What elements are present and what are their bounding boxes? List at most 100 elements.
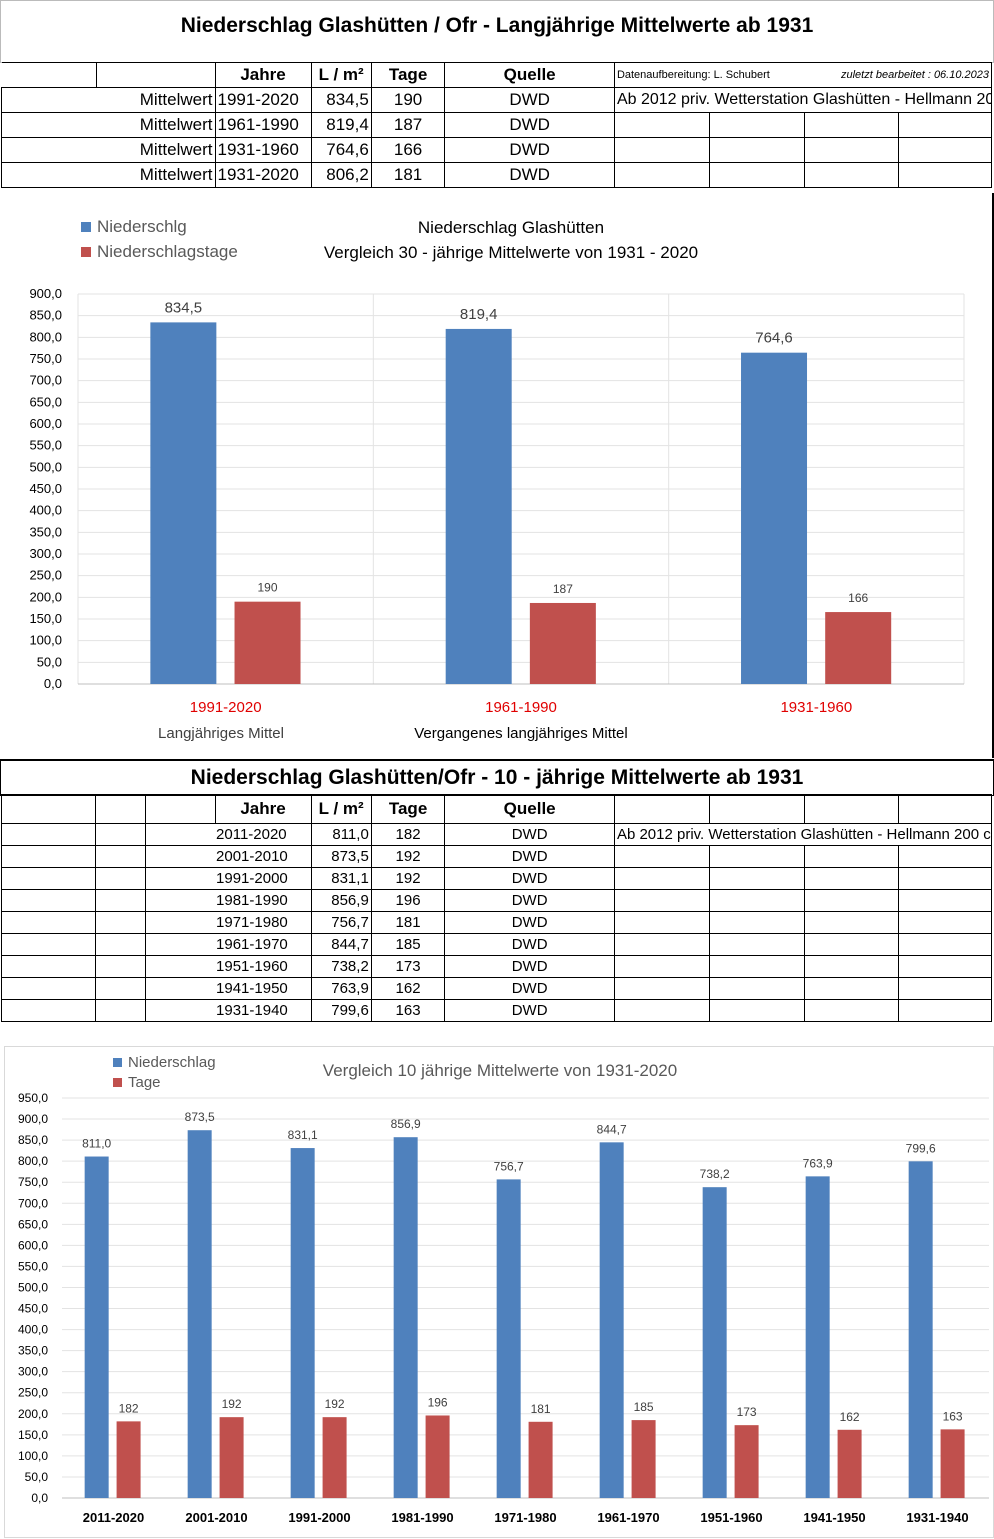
data-label-niederschlag: 811,0 [82,1137,111,1151]
row-tage: 196 [370,889,446,912]
data-label-niederschlag: 856,9 [391,1117,421,1131]
y-tick-label: 250,0 [18,1386,48,1400]
row-l-m2: 819,4 [310,112,372,138]
y-tick-label: 200,0 [18,1407,48,1421]
bar-niederschlag [805,1176,830,1498]
data-label-tage: 173 [737,1405,757,1419]
row-l-m2: 834,5 [310,87,372,113]
legend-label: Niederschlag [128,1054,216,1071]
data-label-niederschlag: 873,5 [185,1110,215,1124]
data-label-niederschlag: 844,7 [597,1122,627,1136]
y-tick-label: 50,0 [37,654,62,669]
x-category-label: 1971-1980 [494,1510,556,1525]
table-row: 1931-1940 799,6 163 DWD [1,999,993,1022]
bar-niederschlag [599,1142,624,1498]
row-tage: 181 [370,162,446,188]
table-row: 1991-2000 831,1 192 DWD [1,867,993,890]
header-l-m2: L / m² [310,794,372,824]
y-tick-label: 650,0 [18,1217,48,1231]
y-tick-label: 850,0 [18,1133,48,1147]
chart-title: Vergleich 10 jährige Mittelwerte von 193… [322,1061,678,1080]
data-label-niederschlag: 799,6 [906,1141,936,1155]
y-tick-label: 300,0 [29,546,62,561]
row-l-m2: 764,6 [310,137,372,163]
data-label-tage: 182 [119,1401,139,1415]
table-row: Mittelwert 1931-2020 806,2 181 DWD [1,162,993,188]
legend-label: Tage [128,1074,161,1091]
table-header-row: Jahre L / m² Tage Quelle [1,794,993,824]
x-category-label: 1951-1960 [700,1510,762,1525]
x-category-label: 1991-2020 [190,699,262,716]
y-tick-label: 500,0 [29,459,62,474]
y-tick-label: 0,0 [44,676,62,691]
row-tage: 166 [370,137,446,163]
y-tick-label: 400,0 [18,1323,48,1337]
credit-text: Datenaufbereitung: L. Schubert [613,62,805,88]
data-label-tage: 181 [531,1402,551,1416]
y-tick-label: 50,0 [25,1470,49,1484]
table-row: Mittelwert 1961-1990 819,4 187 DWD [1,112,993,138]
row-quelle: DWD [444,999,615,1022]
data-label-tage: 162 [840,1410,860,1424]
y-tick-label: 900,0 [29,286,62,301]
row-label: Mittelwert [96,87,216,113]
source-note: Ab 2012 priv. Wetterstation Glashütten -… [613,823,993,846]
row-jahre: 1971-1980 [145,911,312,934]
x-category-label: 1931-1960 [780,699,852,716]
bar-niederschlag [702,1187,727,1498]
data-label-tage: 187 [553,582,573,596]
bar-tage [116,1421,141,1498]
row-quelle: DWD [444,823,615,846]
row-quelle: DWD [444,889,615,912]
legend-label: Niederschlg [97,217,187,236]
legend-swatch-red [81,247,91,257]
y-tick-label: 300,0 [18,1365,48,1379]
y-tick-label: 150,0 [29,611,62,626]
row-quelle: DWD [444,137,615,163]
bar-tage [734,1425,759,1498]
table-row: 1951-1960 738,2 173 DWD [1,955,993,978]
bar-tage [631,1420,656,1498]
data-label-niederschlag: 834,5 [165,299,203,316]
data-label-tage: 192 [325,1397,345,1411]
header-jahre: Jahre [214,62,312,88]
y-tick-label: 400,0 [29,503,62,518]
row-tage: 192 [370,845,446,868]
data-label-niederschlag: 764,6 [755,330,793,347]
row-quelle: DWD [444,87,615,113]
header-tage: Tage [370,794,446,824]
y-tick-label: 200,0 [29,589,62,604]
y-tick-label: 350,0 [18,1344,48,1358]
data-label-tage: 185 [634,1400,654,1414]
bar-niederschlag [393,1137,418,1498]
bar-tage [425,1415,450,1498]
legend-item-niederschlag: Niederschlg [81,217,187,237]
row-l-m2: 844,7 [310,933,372,956]
chart-title: Niederschlag Glashütten [417,218,605,237]
row-tage: 173 [370,955,446,978]
table-row: 1981-1990 856,9 196 DWD [1,889,993,912]
bar-niederschlag [290,1148,315,1498]
legend-swatch-red [113,1078,122,1087]
data-label-tage: 192 [222,1397,242,1411]
table-row: 2001-2010 873,5 192 DWD [1,845,993,868]
bar-tage [825,612,892,684]
row-tage: 187 [370,112,446,138]
row-tage: 192 [370,867,446,890]
long-term-table: Jahre L / m² Tage Quelle Datenaufbereitu… [1,62,993,188]
data-label-tage: 190 [258,581,278,595]
y-tick-label: 350,0 [29,524,62,539]
y-tick-label: 600,0 [29,416,62,431]
chart-30yr-svg: 0,0 50,0 100,0 150,0 200,0 250,0 300,0 350,0 400… [29,286,965,716]
legend-swatch-blue [113,1058,122,1067]
bar-niederschlag [741,352,808,684]
chart-subtitle: Vergleich 30 - jährige Mittelwerte von 1… [323,243,699,262]
row-quelle: DWD [444,977,615,1000]
data-label-tage: 166 [848,591,868,605]
bar-niederschlag [908,1161,933,1498]
legend-item-tage: Tage [113,1074,161,1091]
y-tick-label: 700,0 [18,1196,48,1210]
legend-item-niederschlag: Niederschlag [113,1054,216,1071]
row-l-m2: 831,1 [310,867,372,890]
header-quelle: Quelle [444,794,615,824]
